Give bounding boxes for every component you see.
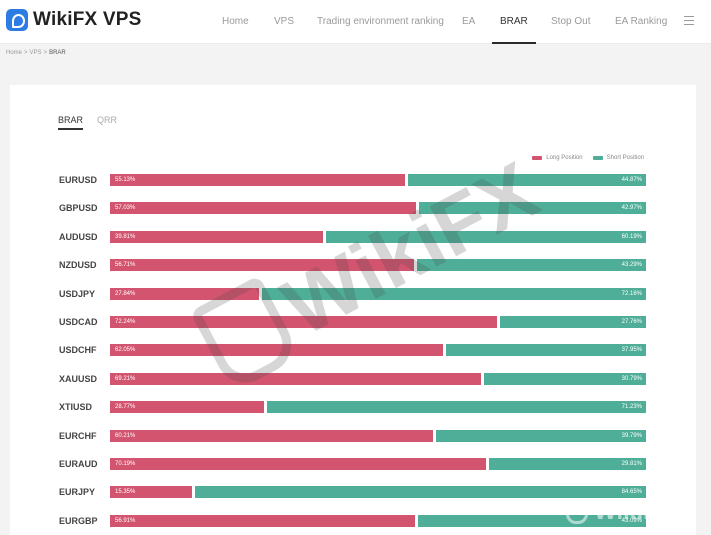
legend-short-swatch	[592, 156, 603, 160]
position-bar: 70.19% 29.81%	[110, 458, 646, 470]
currency-pair-label: GBPUSD	[59, 203, 98, 214]
currency-pair-label: AUDUSD	[59, 231, 98, 242]
currency-pair-label: EURCHF	[59, 430, 97, 441]
nav-stop-out[interactable]: Stop Out	[551, 16, 591, 27]
short-position-bar: 44.87%	[408, 174, 646, 186]
wikifx-logo-icon	[6, 9, 28, 31]
logo[interactable]: WikiFX VPS	[6, 9, 141, 31]
long-position-bar: 57.03%	[110, 202, 416, 215]
currency-pair-label: USDCAD	[59, 317, 98, 327]
position-row: EURUSD 55.13% 44.87%	[10, 173, 696, 187]
nav-home[interactable]: Home	[222, 16, 249, 27]
brar-card: BRAR QRR Long Position Short Position EU…	[10, 85, 696, 535]
position-bar: 72.24% 27.76%	[110, 316, 646, 328]
nav-vps[interactable]: VPS	[274, 16, 295, 27]
short-position-bar: 43.29%	[417, 259, 646, 272]
long-position-bar: 56.71%	[110, 259, 414, 272]
position-bar: 27.84% 72.16%	[110, 287, 646, 300]
position-row: USDJPY 27.84% 72.16%	[10, 287, 696, 301]
currency-pair-label: XTIUSD	[59, 402, 93, 413]
position-row: USDCAD 72.24% 27.76%	[10, 315, 696, 329]
position-bar: 69.21% 30.79%	[110, 372, 646, 385]
tab-qrr[interactable]: QRR	[97, 115, 118, 125]
nav-trading-environment-ranking[interactable]: Trading environment ranking	[317, 16, 444, 27]
long-position-bar: 39.81%	[110, 230, 323, 243]
long-position-bar: 15.35%	[110, 486, 192, 499]
breadcrumb-vps[interactable]: VPS	[29, 50, 42, 56]
position-row: NZDUSD 56.71% 43.29%	[10, 258, 696, 272]
position-row: XTIUSD 28.77% 71.23%	[10, 400, 696, 414]
currency-pair-label: EURUSD	[59, 175, 98, 185]
position-bar: 56.71% 43.29%	[110, 259, 646, 272]
short-position-bar: 37.95%	[446, 344, 646, 357]
position-bar: 15.35% 84.65%	[110, 486, 646, 499]
breadcrumb-current: BRAR	[49, 50, 66, 56]
breadcrumb-separator: >	[43, 50, 48, 56]
hamburger-menu-icon[interactable]	[684, 16, 694, 25]
legend-short-label: Short Position	[606, 155, 644, 161]
legend-long-swatch	[532, 156, 543, 160]
nav-brar[interactable]: BRAR	[492, 0, 536, 44]
legend-long: Long Position	[532, 155, 583, 161]
position-bar: 60.21% 39.79%	[110, 429, 646, 442]
currency-pair-label: USDJPY	[59, 288, 96, 299]
currency-pair-label: EURJPY	[59, 487, 96, 498]
wikifx-shield-icon	[566, 500, 588, 524]
long-position-bar: 72.24%	[110, 316, 497, 328]
nav-ea-ranking[interactable]: EA Ranking	[615, 16, 668, 27]
long-position-bar: 69.21%	[110, 372, 481, 385]
position-row: EURJPY 15.35% 84.65%	[10, 485, 696, 499]
position-row: USDCHF 62.05% 37.95%	[10, 343, 696, 357]
position-row: XAUUSD 69.21% 30.79%	[10, 372, 696, 386]
position-row: GBPUSD 57.03% 42.97%	[10, 201, 696, 215]
long-position-bar: 28.77%	[110, 401, 264, 414]
long-position-bar: 55.13%	[110, 174, 405, 186]
nav-ea[interactable]: EA	[462, 16, 476, 27]
currency-pair-label: USDCHF	[59, 345, 97, 356]
legend-short: Short Position	[592, 155, 644, 161]
legend-long-label: Long Position	[546, 155, 583, 161]
position-bar: 62.05% 37.95%	[110, 344, 646, 357]
breadcrumb: Home > VPS > BRAR	[6, 50, 66, 56]
short-position-bar: 39.79%	[436, 429, 646, 442]
position-bar: 28.77% 71.23%	[110, 401, 646, 414]
long-position-bar: 27.84%	[110, 287, 259, 300]
short-position-bar: 84.65%	[195, 486, 646, 499]
position-row: EURGBP 56.91% 43.09%	[10, 514, 696, 528]
short-position-bar: 30.79%	[484, 372, 646, 385]
tab-bar: BRAR QRR	[58, 115, 131, 130]
currency-pair-label: XAUUSD	[59, 373, 98, 384]
tab-brar[interactable]: BRAR	[58, 115, 84, 130]
corner-watermark: WikiFX	[566, 494, 706, 530]
top-header: WikiFX VPS Home VPS Trading environment …	[0, 0, 711, 44]
position-bar: 57.03% 42.97%	[110, 202, 646, 215]
currency-pair-label: EURGBP	[59, 515, 98, 526]
currency-pair-label: EURAUD	[59, 459, 98, 469]
position-bar: 56.91% 43.09%	[110, 514, 646, 527]
short-position-bar: 42.97%	[419, 202, 646, 215]
logo-text: WikiFX VPS	[33, 9, 142, 30]
short-position-bar: 43.09%	[418, 514, 646, 527]
position-row: EURCHF 60.21% 39.79%	[10, 429, 696, 443]
position-bar: 39.81% 60.19%	[110, 230, 646, 243]
position-bar: 55.13% 44.87%	[110, 174, 646, 186]
short-position-bar: 72.16%	[262, 287, 646, 300]
currency-pair-label: NZDUSD	[59, 260, 97, 271]
legend: Long Position Short Position	[522, 155, 644, 161]
short-position-bar: 29.81%	[489, 458, 646, 470]
breadcrumb-separator: >	[24, 50, 28, 56]
breadcrumb-home[interactable]: Home	[6, 50, 23, 56]
long-position-bar: 70.19%	[110, 458, 486, 470]
long-position-bar: 56.91%	[110, 514, 415, 527]
position-row: AUDUSD 39.81% 60.19%	[10, 230, 696, 244]
position-row: EURAUD 70.19% 29.81%	[10, 457, 696, 471]
corner-watermark-text: WikiFX	[594, 498, 674, 525]
short-position-bar: 71.23%	[267, 401, 646, 414]
long-position-bar: 62.05%	[110, 344, 443, 357]
short-position-bar: 27.76%	[500, 316, 646, 328]
long-position-bar: 60.21%	[110, 429, 433, 442]
short-position-bar: 60.19%	[326, 230, 646, 243]
